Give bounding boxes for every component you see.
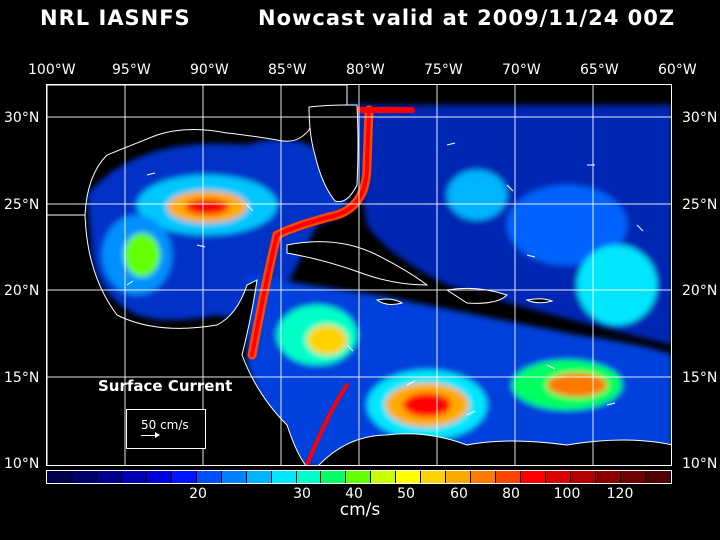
colorbar-swatch xyxy=(571,471,596,483)
lat-label-left: 15°N xyxy=(4,370,40,386)
map-title: NRL IASNFS Nowcast valid at 2009/11/24 0… xyxy=(0,6,720,36)
lon-label: 85°W xyxy=(268,62,307,78)
lon-label: 100°W xyxy=(28,62,76,78)
colorbar-swatch xyxy=(71,471,97,483)
colorbar-swatch xyxy=(221,471,247,483)
current-field xyxy=(47,85,671,465)
colorbar-swatch xyxy=(246,471,272,483)
colorbar-swatch xyxy=(521,471,547,483)
legend-title: Surface Current xyxy=(98,377,233,395)
colorbar-swatch xyxy=(371,471,397,483)
lon-label: 80°W xyxy=(346,62,385,78)
colorbar-swatch xyxy=(96,471,122,483)
gulf-stream-band xyxy=(247,105,415,465)
colorbar-swatch xyxy=(146,471,172,483)
reference-arrow-icon xyxy=(141,432,160,438)
title-valid-time: valid at 2009/11/24 00Z xyxy=(372,6,676,30)
colorbar-swatch xyxy=(121,471,147,483)
lon-label: 95°W xyxy=(112,62,151,78)
lon-label: 65°W xyxy=(580,62,619,78)
colorbar-swatch xyxy=(446,471,472,483)
lat-label-left: 10°N xyxy=(4,456,40,472)
colorbar-tick: 20 xyxy=(189,486,207,502)
colorbar-swatch xyxy=(171,471,197,483)
current-vectors xyxy=(126,142,644,416)
graticule xyxy=(47,85,671,465)
lat-label-right: 10°N xyxy=(682,456,718,472)
lon-label: 75°W xyxy=(424,62,463,78)
colorbar-swatch xyxy=(271,471,297,483)
colorbar xyxy=(46,470,672,484)
colorbar-tick: 50 xyxy=(397,486,415,502)
colorbar-tick: 100 xyxy=(553,486,581,502)
ocean-field xyxy=(87,105,671,465)
lat-label-right: 20°N xyxy=(682,283,718,299)
lat-label-right: 25°N xyxy=(682,197,718,213)
colorbar-tick: 30 xyxy=(293,486,311,502)
colorbar-tick: 80 xyxy=(502,486,520,502)
colorbar-swatch xyxy=(47,471,72,483)
lat-label-left: 30°N xyxy=(4,110,40,126)
lat-label-left: 20°N xyxy=(4,283,40,299)
colorbar-tick: 120 xyxy=(606,486,634,502)
colorbar-tick: 40 xyxy=(345,486,363,502)
lon-label: 70°W xyxy=(502,62,541,78)
colorbar-swatch xyxy=(620,471,646,483)
colorbar-swatch xyxy=(346,471,372,483)
colorbar-swatch xyxy=(196,471,222,483)
title-source: NRL IASNFS xyxy=(40,6,191,30)
reference-vector-label: 50 cm/s xyxy=(141,418,189,432)
colorbar-units: cm/s xyxy=(339,500,381,520)
lon-label: 90°W xyxy=(190,62,229,78)
colorbar-swatch xyxy=(421,471,447,483)
reference-vector-box: 50 cm/s xyxy=(126,409,206,449)
colorbar-swatch xyxy=(546,471,572,483)
colorbar-swatch xyxy=(396,471,422,483)
colorbar-swatch xyxy=(645,471,671,483)
colorbar-swatch xyxy=(321,471,347,483)
colorbar-swatch xyxy=(296,471,322,483)
lat-label-left: 25°N xyxy=(4,197,40,213)
colorbar-swatch xyxy=(496,471,522,483)
colorbar-swatch xyxy=(595,471,621,483)
lon-label: 60°W xyxy=(658,62,697,78)
lat-label-right: 30°N xyxy=(682,110,718,126)
colorbar-swatch xyxy=(471,471,497,483)
colorbar-tick: 60 xyxy=(450,486,468,502)
title-mode: Nowcast xyxy=(258,6,366,30)
lat-label-right: 15°N xyxy=(682,370,718,386)
current-map xyxy=(46,84,672,466)
